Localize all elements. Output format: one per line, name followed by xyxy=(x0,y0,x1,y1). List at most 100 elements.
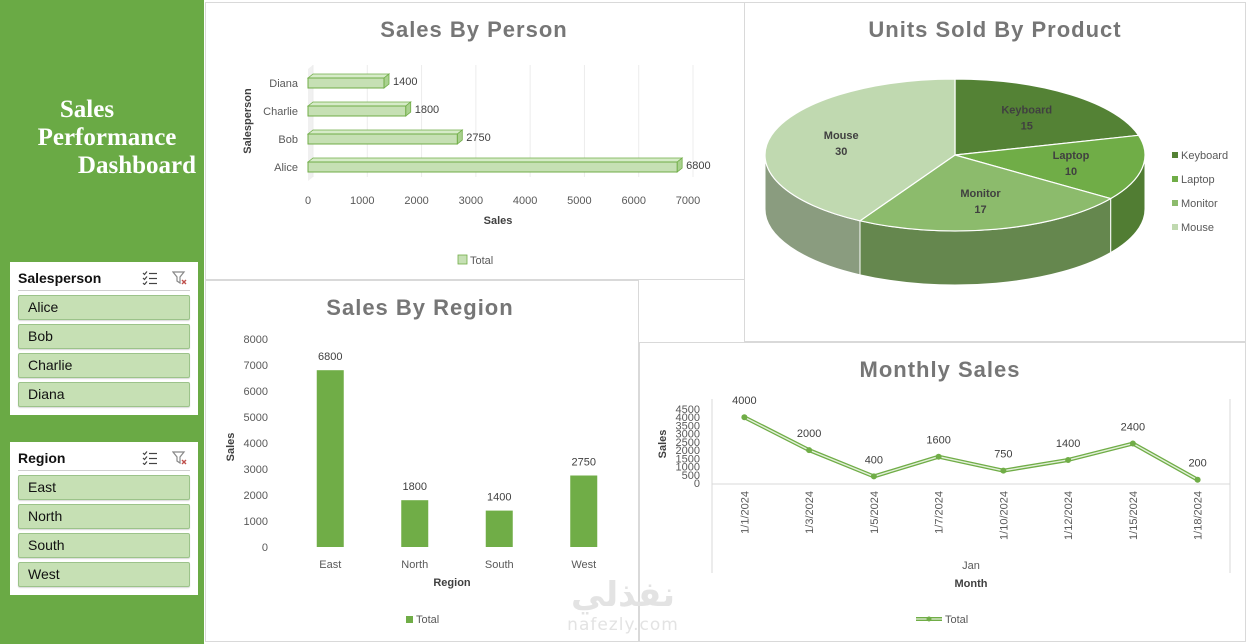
slicer-item-east[interactable]: East xyxy=(18,475,190,500)
y-tick-label: 2000 xyxy=(676,445,700,457)
slicer-item-west[interactable]: West xyxy=(18,562,190,587)
x-tick-label: 1/7/2024 xyxy=(934,491,946,534)
y-tick-label: 1500 xyxy=(676,453,700,465)
slice-label: Monitor xyxy=(960,188,1001,200)
x-tick-label: South xyxy=(485,559,514,571)
slicer-item-south[interactable]: South xyxy=(18,533,190,558)
bar-diana xyxy=(307,77,385,89)
sales-by-person-chart: Sales By Person 0 1000 2000 3000 4000 5000 6000… xyxy=(242,17,711,267)
x-tick-label: 3000 xyxy=(459,195,483,207)
y-tick-label: 7000 xyxy=(244,360,268,372)
monthly-sales-chart: Monthly Sales050010001500200025003000350… xyxy=(657,357,1231,626)
chart-title: Monthly Sales xyxy=(860,357,1021,382)
y-tick-label: Alice xyxy=(274,162,298,174)
x-axis-title: Region xyxy=(433,577,471,589)
data-label: 2750 xyxy=(466,132,490,144)
slicer-header: Region xyxy=(18,446,190,471)
clear-filter-icon[interactable] xyxy=(170,269,190,287)
x-tick-label: 2000 xyxy=(404,195,428,207)
data-label: 1600 xyxy=(926,435,950,447)
legend-label: Total xyxy=(416,614,439,626)
x-tick-label: 4000 xyxy=(513,195,537,207)
legend-label: Total xyxy=(945,614,968,626)
clear-filter-icon[interactable] xyxy=(170,449,190,467)
title-line-3: Dashboard xyxy=(77,152,196,179)
data-label: 2400 xyxy=(1121,422,1145,434)
chart-title: Units Sold By Product xyxy=(868,17,1121,42)
slice-label: Mouse xyxy=(824,130,859,142)
multi-select-icon[interactable] xyxy=(140,269,160,287)
slicer-item-diana[interactable]: Diana xyxy=(18,382,190,407)
y-tick-label: 2000 xyxy=(244,490,268,502)
bar-east xyxy=(316,370,344,547)
slicer-title: Region xyxy=(18,450,66,466)
bar-bob xyxy=(307,133,458,145)
sales-by-person-panel[interactable]: Sales By Person 0 1000 2000 3000 4000 5000 6000… xyxy=(205,2,745,280)
legend-label: Keyboard xyxy=(1181,150,1228,162)
units-by-product-panel[interactable]: Units Sold By Product Keyboard 15 Laptop 10 M… xyxy=(744,2,1246,342)
sales-by-region-panel[interactable]: Sales By Region 0 1000 2000 3000 4000 5000 6000… xyxy=(205,280,639,642)
x-tick-label: 1/12/2024 xyxy=(1063,491,1075,540)
y-tick-label: Charlie xyxy=(263,106,298,118)
region-slicer: Region East North South West xyxy=(10,442,198,595)
legend-swatch xyxy=(1172,176,1178,182)
x-tick-label: West xyxy=(571,559,596,571)
watermark-arabic: نفذلي xyxy=(570,575,676,615)
bar-top-bob xyxy=(306,129,464,135)
data-label: 1800 xyxy=(415,104,439,116)
x-tick-label: 1/10/2024 xyxy=(998,491,1010,540)
bar-top-charlie xyxy=(306,101,412,107)
x-tick-label: 5000 xyxy=(567,195,591,207)
slicer-item-charlie[interactable]: Charlie xyxy=(18,353,190,378)
point-1-12-2024 xyxy=(1065,456,1072,463)
point-1-15-2024 xyxy=(1129,440,1136,447)
data-label: 6800 xyxy=(318,351,342,363)
data-label: 750 xyxy=(994,449,1012,461)
data-label: 400 xyxy=(865,454,883,466)
pie-slice-monitor xyxy=(858,154,1113,232)
salesperson-slicer: Salesperson Alice Bob Charlie Diana xyxy=(10,262,198,415)
y-tick-label: 3000 xyxy=(676,429,700,441)
axis-wall xyxy=(308,65,313,181)
slicer-item-alice[interactable]: Alice xyxy=(18,295,190,320)
y-tick-label: 4000 xyxy=(244,438,268,450)
data-label: 200 xyxy=(1188,458,1206,470)
monthly-sales-panel[interactable]: Monthly Sales 0 500 1000 1500 2000 2500 3000 350… xyxy=(639,342,1246,642)
y-tick-label: 1000 xyxy=(244,516,268,528)
x-tick-label: 6000 xyxy=(621,195,645,207)
slice-label: Keyboard xyxy=(1001,105,1052,117)
legend-label: Monitor xyxy=(1181,198,1218,210)
point-1-10-2024 xyxy=(1000,467,1007,474)
slice-value: 17 xyxy=(974,204,986,216)
slicer-item-north[interactable]: North xyxy=(18,504,190,529)
slice-value: 30 xyxy=(835,146,847,158)
data-label: 6800 xyxy=(686,160,710,172)
series-line-inner xyxy=(744,416,1198,481)
legend-swatch xyxy=(1172,200,1178,206)
slicer-item-bob[interactable]: Bob xyxy=(18,324,190,349)
chart-title: Sales By Region xyxy=(326,295,513,320)
y-tick-label: 4000 xyxy=(676,412,700,424)
pie-slice-mouse xyxy=(764,78,956,222)
y-tick-label: 3000 xyxy=(244,464,268,476)
x-tick-label: East xyxy=(319,559,341,571)
legend-swatch xyxy=(1172,152,1178,158)
point-1-7-2024 xyxy=(935,453,942,460)
x-tick-label: 1/1/2024 xyxy=(739,491,751,534)
x-tick-label: North xyxy=(401,559,428,571)
dashboard-title: Sales Performance Dashboard xyxy=(18,96,196,180)
x-tick-label: 1/3/2024 xyxy=(804,491,816,534)
multi-select-icon[interactable] xyxy=(140,449,160,467)
slice-label: Laptop xyxy=(1053,150,1090,162)
point-1-1-2024 xyxy=(741,414,748,421)
point-1-3-2024 xyxy=(806,447,813,454)
y-axis-title: Sales xyxy=(225,433,237,462)
title-line-2: Performance xyxy=(37,124,177,151)
bar-north xyxy=(401,500,429,547)
legend-marker xyxy=(926,616,932,622)
chart-title: Sales By Person xyxy=(380,17,567,42)
data-label: 1400 xyxy=(1056,438,1080,450)
pie-slice-keyboard xyxy=(954,78,1140,156)
y-tick-label: 0 xyxy=(262,542,268,554)
bar-west xyxy=(570,475,598,547)
